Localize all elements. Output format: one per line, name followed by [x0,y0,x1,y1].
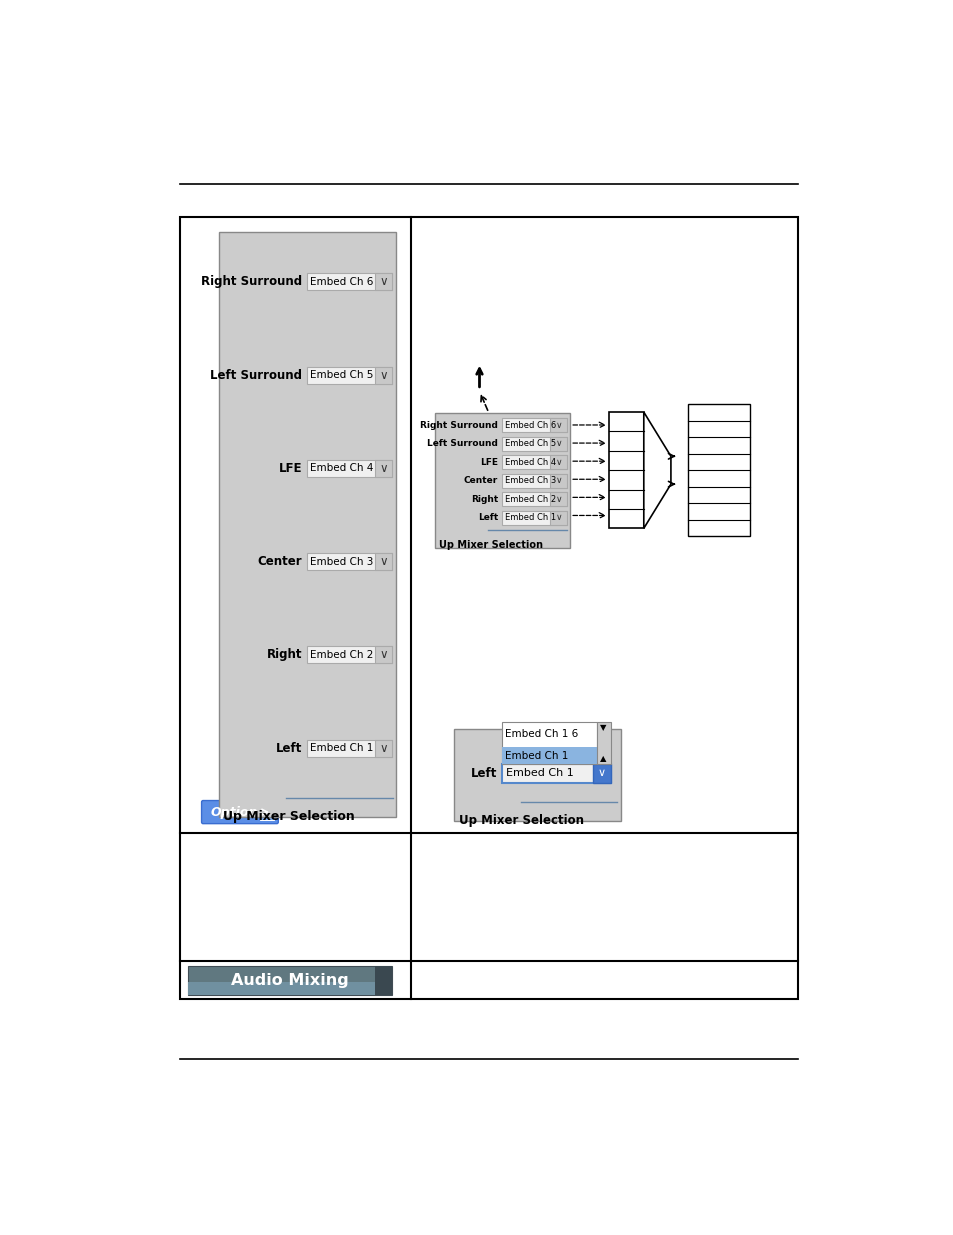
Bar [501,764,610,783]
Text: Embed Ch 6: Embed Ch 6 [505,421,557,430]
Text: Embed Ch 6: Embed Ch 6 [310,277,374,287]
Text: ∨: ∨ [598,768,605,778]
Text: ∨: ∨ [379,648,388,662]
Bar [550,437,567,451]
Text: Embed Ch 4: Embed Ch 4 [505,458,556,467]
Polygon shape [643,412,670,529]
Text: ∨: ∨ [555,440,561,448]
Text: ∨: ∨ [555,477,561,485]
Bar [454,729,619,821]
Bar [375,367,392,384]
Text: ▲: ▲ [599,755,606,763]
Text: Embed Ch 5: Embed Ch 5 [310,370,374,380]
Text: Embed Ch 1: Embed Ch 1 [506,768,574,778]
Bar [501,747,596,764]
Bar [501,721,596,764]
Text: LFE: LFE [278,462,302,474]
Text: LFE: LFE [479,458,497,467]
Text: Up Mixer Selection: Up Mixer Selection [458,814,583,826]
Bar [375,740,392,757]
Text: Embed Ch 1: Embed Ch 1 [505,751,568,761]
Bar [608,412,643,529]
Bar [593,764,610,783]
Text: Embed Ch 2: Embed Ch 2 [505,495,556,504]
Polygon shape [375,966,392,994]
Bar [550,419,567,432]
Text: Center: Center [257,555,302,568]
Bar [307,646,392,663]
Bar [596,721,610,764]
Bar [375,553,392,571]
Bar [307,459,392,477]
Bar [502,474,567,488]
Text: Audio Mixing: Audio Mixing [231,973,348,988]
Text: Left: Left [477,514,497,522]
Text: Embed Ch 1: Embed Ch 1 [310,743,374,753]
Text: Left: Left [471,767,497,779]
Text: ∨: ∨ [555,421,561,430]
Bar [502,437,567,451]
Bar [502,511,567,525]
Text: Up Mixer Selection: Up Mixer Selection [223,810,355,823]
Bar [502,456,567,469]
Bar [375,459,392,477]
Text: ▼: ▼ [599,722,606,731]
Bar [687,404,749,536]
Text: Embed Ch 3: Embed Ch 3 [505,477,557,485]
Text: ∨: ∨ [555,514,561,522]
Text: Right Surround: Right Surround [201,275,302,288]
Bar [218,232,395,818]
Text: ∨: ∨ [379,462,388,474]
Text: ∨: ∨ [379,275,388,288]
Text: ∨: ∨ [555,458,561,467]
Text: ∨: ∨ [555,495,561,504]
Bar [188,966,392,994]
Bar [434,412,570,547]
Text: Embed Ch 1 6: Embed Ch 1 6 [505,730,578,740]
FancyBboxPatch shape [201,800,278,824]
Text: Left Surround: Left Surround [210,368,302,382]
Bar [375,646,392,663]
Bar [550,511,567,525]
Bar [307,553,392,571]
Text: Left: Left [275,742,302,755]
Bar [502,419,567,432]
Bar [307,273,392,290]
Bar [180,216,797,999]
Bar [550,474,567,488]
Bar [307,367,392,384]
Text: Right: Right [266,648,302,662]
Text: ∨: ∨ [379,742,388,755]
Text: Left Surround: Left Surround [427,440,497,448]
Text: Embed Ch 5: Embed Ch 5 [505,440,556,448]
Text: Embed Ch 2: Embed Ch 2 [310,650,374,659]
Text: Option: Option [211,805,257,819]
Text: Right Surround: Right Surround [419,421,497,430]
Text: Embed Ch 3: Embed Ch 3 [310,557,374,567]
Text: Embed Ch 4: Embed Ch 4 [310,463,374,473]
Bar [375,273,392,290]
Text: ∨: ∨ [379,555,388,568]
Bar [188,982,392,994]
Text: Center: Center [463,477,497,485]
Bar [502,493,567,506]
Text: Up Mixer Selection: Up Mixer Selection [438,540,542,550]
Bar [550,493,567,506]
Bar [307,740,392,757]
Bar [550,456,567,469]
Text: ∨: ∨ [379,368,388,382]
Text: Right: Right [471,495,497,504]
Text: Embed Ch 1: Embed Ch 1 [505,514,556,522]
Bar [259,804,274,820]
